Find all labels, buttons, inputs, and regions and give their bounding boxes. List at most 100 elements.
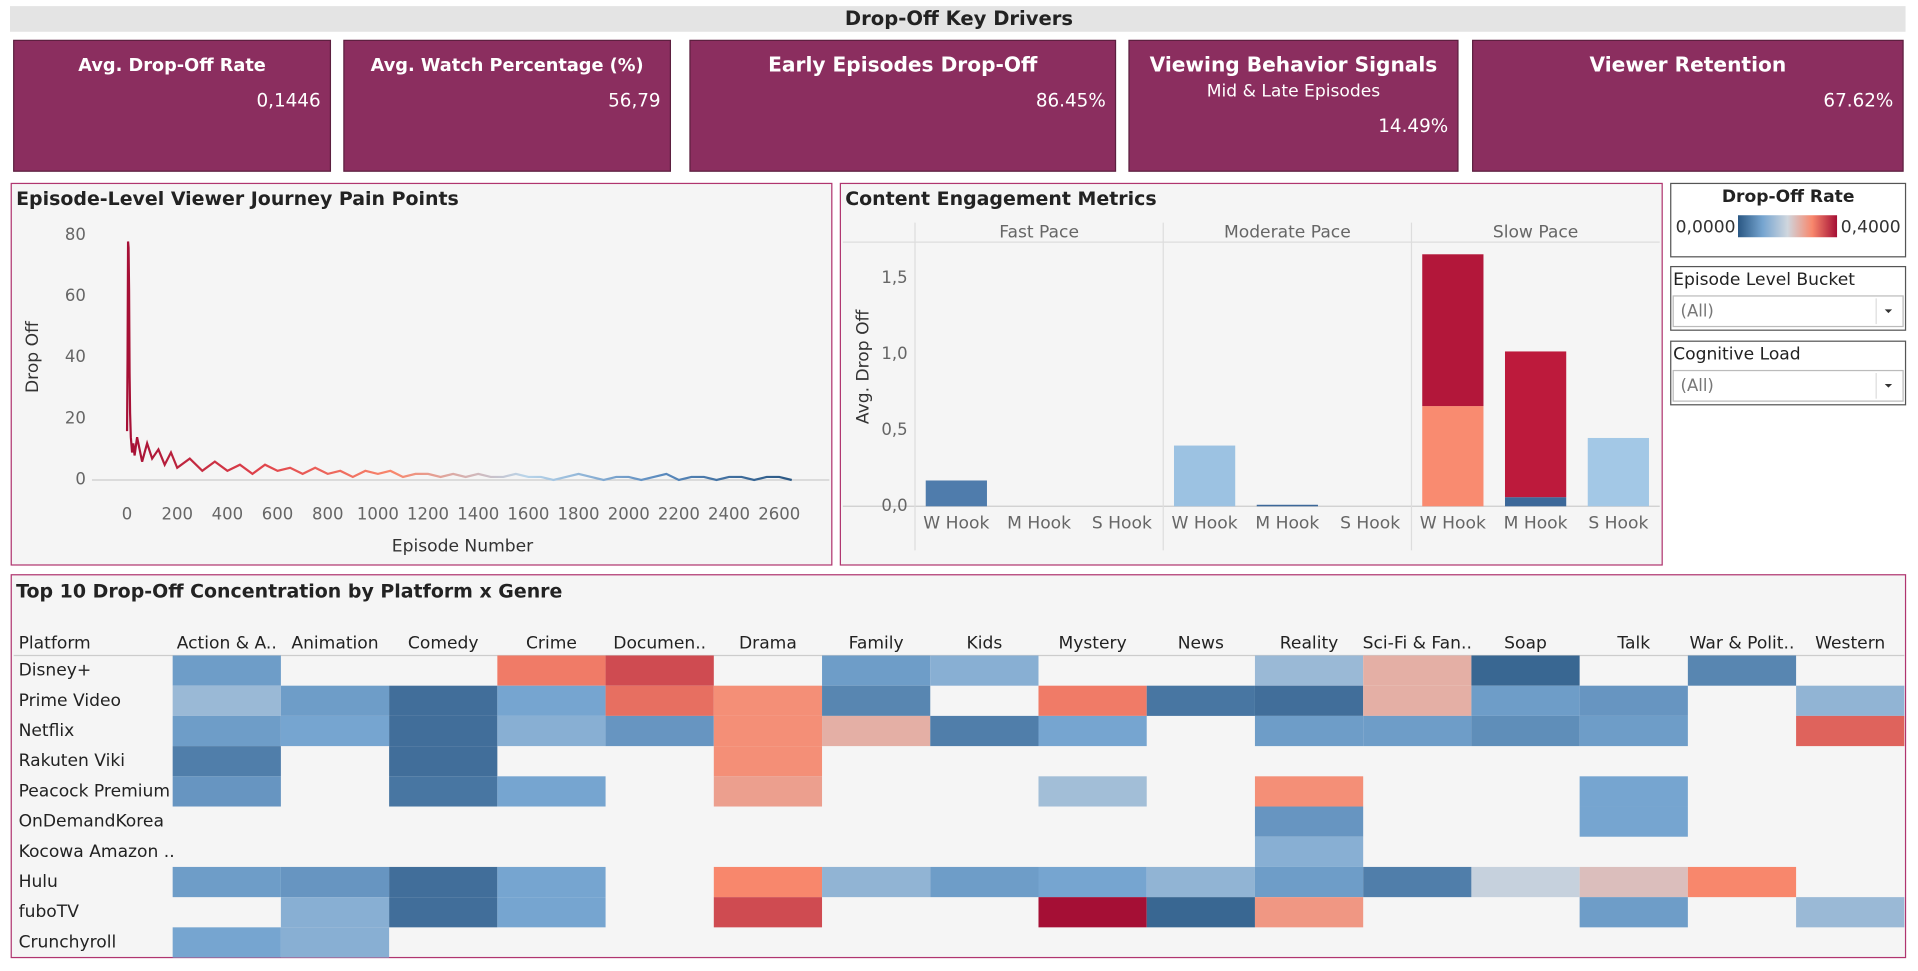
dropdown-box[interactable] bbox=[1672, 295, 1904, 328]
kpi-value: 86.45% bbox=[1036, 91, 1106, 112]
heat-cell bbox=[172, 715, 281, 747]
column-label: Talk bbox=[1616, 633, 1650, 653]
column-label: Drama bbox=[739, 633, 797, 653]
x-tick-label: 1400 bbox=[457, 504, 499, 523]
column-label: Kids bbox=[967, 633, 1003, 653]
heat-cell bbox=[280, 866, 390, 898]
heat-cell bbox=[1471, 715, 1580, 747]
bar-segment bbox=[1173, 445, 1236, 507]
x-tick-label: W Hook bbox=[923, 513, 989, 533]
heat-cell bbox=[1579, 806, 1688, 837]
x-tick-label: W Hook bbox=[1172, 513, 1238, 533]
x-axis-label: Episode Number bbox=[392, 537, 534, 557]
column-label: War & Polit.. bbox=[1690, 633, 1795, 653]
heat-cell bbox=[713, 866, 823, 898]
heat-cell bbox=[1254, 715, 1364, 747]
heat-cell bbox=[1254, 836, 1364, 867]
row-label: fuboTV bbox=[19, 902, 80, 922]
heat-cell bbox=[389, 715, 498, 747]
x-tick-label: S Hook bbox=[1340, 513, 1400, 533]
y-tick-label: 40 bbox=[65, 347, 86, 366]
column-label: Soap bbox=[1504, 633, 1547, 653]
filter-label: Cognitive Load bbox=[1673, 345, 1800, 365]
heat-cell bbox=[822, 655, 931, 686]
dropdown-value[interactable]: (All) bbox=[1681, 301, 1714, 320]
kpi-value: 0,1446 bbox=[256, 91, 320, 112]
panel-title: Episode-Level Viewer Journey Pain Points bbox=[16, 188, 459, 210]
line-panel bbox=[10, 182, 833, 566]
heat-cell bbox=[822, 685, 931, 716]
heat-cell bbox=[1471, 685, 1580, 716]
heat-cell bbox=[1579, 776, 1688, 807]
heat-cell bbox=[1687, 655, 1797, 686]
facet-label: Fast Pace bbox=[999, 222, 1079, 242]
row-label: Hulu bbox=[19, 872, 58, 892]
row-label: OnDemandKorea bbox=[19, 812, 164, 832]
x-tick-label: 1000 bbox=[357, 504, 399, 523]
kpi-subtitle: Mid & Late Episodes bbox=[1207, 82, 1380, 102]
y-tick-label: 0,0 bbox=[881, 496, 907, 515]
heat-cell bbox=[1363, 655, 1472, 686]
heat-cell bbox=[713, 897, 823, 928]
column-label: Animation bbox=[291, 633, 378, 653]
column-label: News bbox=[1178, 633, 1224, 653]
kpi-card: Viewing Behavior Signals Mid & Late Episo… bbox=[1128, 39, 1459, 172]
column-label: Western bbox=[1815, 633, 1885, 653]
heat-cell bbox=[172, 685, 281, 716]
bar-segment bbox=[1422, 254, 1484, 407]
dropdown-box[interactable] bbox=[1672, 369, 1904, 402]
x-tick-label: 1600 bbox=[507, 504, 549, 523]
heat-cell bbox=[1471, 866, 1580, 898]
x-tick-label: 2000 bbox=[608, 504, 650, 523]
x-tick-label: 2600 bbox=[758, 504, 800, 523]
heat-cell bbox=[1471, 655, 1580, 686]
row-label: Prime Video bbox=[19, 691, 121, 711]
bar-segment bbox=[1256, 504, 1318, 507]
heat-cell bbox=[280, 897, 390, 928]
heat-cell bbox=[497, 776, 606, 807]
heat-cell bbox=[1254, 685, 1364, 716]
y-tick-label: 1,5 bbox=[881, 268, 907, 287]
heat-cell bbox=[497, 866, 606, 898]
heat-cell bbox=[1796, 685, 1905, 716]
column-label: Mystery bbox=[1059, 633, 1127, 653]
column-label: Reality bbox=[1280, 633, 1338, 653]
y-axis-label: Drop Off bbox=[23, 320, 43, 393]
x-tick-label: 800 bbox=[312, 504, 344, 523]
heat-cell bbox=[713, 685, 823, 716]
filter-label: Episode Level Bucket bbox=[1673, 270, 1855, 290]
column-label: Family bbox=[849, 633, 904, 653]
y-tick-label: 60 bbox=[65, 286, 86, 305]
heat-cell bbox=[1038, 897, 1147, 928]
panel-title: Content Engagement Metrics bbox=[845, 188, 1156, 210]
heat-cell bbox=[280, 715, 390, 747]
legend-min: 0,0000 bbox=[1676, 217, 1736, 237]
heat-cell bbox=[605, 685, 714, 716]
row-label: Kocowa Amazon .. bbox=[19, 842, 175, 862]
heat-cell bbox=[172, 746, 281, 777]
filter-dropdown[interactable]: (All) bbox=[1672, 295, 1904, 328]
heat-cell bbox=[172, 927, 281, 958]
heat-cell bbox=[1796, 715, 1905, 747]
heat-cell bbox=[930, 866, 1039, 898]
heat-cell bbox=[172, 776, 281, 807]
row-label: Crunchyroll bbox=[19, 932, 117, 952]
kpi-value: 67.62% bbox=[1823, 91, 1893, 112]
heat-cell bbox=[1038, 776, 1147, 807]
bar-segment bbox=[925, 480, 987, 507]
x-tick-label: S Hook bbox=[1092, 513, 1152, 533]
heat-cell bbox=[930, 655, 1039, 686]
bar-segment bbox=[1504, 497, 1567, 507]
heat-cell bbox=[1038, 715, 1147, 747]
heat-cell bbox=[713, 715, 823, 747]
filter-dropdown[interactable]: (All) bbox=[1672, 369, 1904, 402]
x-tick-label: 1200 bbox=[407, 504, 449, 523]
heat-cell bbox=[389, 685, 498, 716]
heat-cell bbox=[930, 715, 1039, 747]
heat-cell bbox=[280, 927, 390, 958]
heat-cell bbox=[172, 655, 281, 686]
heat-cell bbox=[1579, 685, 1688, 716]
x-tick-label: M Hook bbox=[1007, 513, 1071, 533]
column-label: Action & A.. bbox=[177, 633, 277, 653]
dropdown-value[interactable]: (All) bbox=[1681, 376, 1714, 395]
